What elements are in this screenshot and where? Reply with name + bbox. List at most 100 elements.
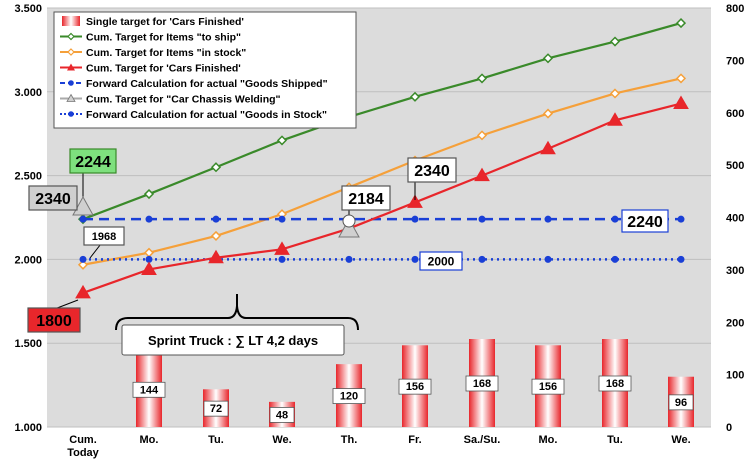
right-tick-label: 100 — [726, 370, 744, 382]
legend-marker — [66, 93, 76, 102]
bar-value-box — [598, 375, 632, 392]
bar-value-box — [332, 388, 366, 404]
x-tick-label: Mo. — [539, 434, 558, 446]
legend-label: Cum. Target for Items "in stock" — [86, 47, 246, 59]
bar-value-box — [668, 394, 694, 411]
bar-value-label: 48 — [276, 409, 288, 421]
bar-value-box — [531, 378, 565, 395]
x-tick-label: We. — [272, 434, 291, 446]
label-1968-box — [83, 226, 125, 246]
legend-label: Forward Calculation for actual "Goods Sh… — [86, 78, 328, 90]
x-tick-label: Mo. — [140, 434, 159, 446]
annotations: 2244 2340 1968 1800 2184 2340 2240 2000 Sprint T… — [27, 148, 669, 356]
point — [145, 255, 153, 263]
point — [72, 195, 94, 216]
legend-marker — [67, 32, 75, 41]
left-tick-label: 1.000 — [14, 422, 42, 434]
point — [212, 215, 220, 223]
legend-label: Single target for 'Cars Finished' — [86, 16, 244, 28]
point — [210, 230, 222, 241]
label-2000: 2000 — [428, 254, 455, 268]
highlight-circle — [342, 214, 356, 228]
label-2340-grey: 2340 — [35, 191, 71, 208]
bar-value-box — [132, 381, 166, 398]
right-tick-label: 200 — [726, 317, 744, 329]
right-tick-label: 700 — [726, 55, 744, 67]
bar-series: 144 72 48 120 156 168 156 168 96 — [132, 339, 694, 427]
point — [141, 261, 157, 275]
bar-value-label: 156 — [539, 381, 557, 393]
point — [409, 91, 421, 102]
left-tick-label: 1.500 — [14, 338, 42, 350]
label-1968: 1968 — [92, 231, 116, 243]
point — [274, 241, 290, 255]
legend-swatch — [62, 16, 80, 26]
legend: Single target for 'Cars Finished' Cum. Ta… — [53, 11, 357, 129]
point — [609, 88, 621, 99]
sprint-label: Sprint Truck : ∑ LT 4,2 days — [148, 333, 318, 348]
legend-label: Forward Calculation for actual "Goods in… — [86, 109, 327, 121]
label-2240-box — [621, 209, 669, 233]
right-tick-label: 0 — [726, 422, 732, 434]
point — [338, 217, 360, 238]
point — [607, 112, 623, 126]
point — [411, 215, 419, 223]
x-tick-label: Tu. — [607, 434, 623, 446]
label-2340-red-box — [407, 157, 457, 183]
point — [611, 255, 619, 263]
x-tick-label: Cum. — [69, 434, 97, 446]
point — [478, 255, 486, 263]
x-tick-label: Today — [67, 447, 99, 459]
x-tick-label: Tu. — [208, 434, 224, 446]
point — [677, 255, 685, 263]
point — [345, 255, 353, 263]
left-axis-ticks: 1.000 1.500 2.000 2.500 3.000 3.500 — [14, 3, 42, 434]
bar-value-box — [203, 400, 229, 417]
right-tick-label: 600 — [726, 108, 744, 120]
x-tick-label: Th. — [341, 434, 358, 446]
bar-value-box — [465, 375, 499, 392]
sprint-box — [121, 324, 345, 356]
bar-value-label: 156 — [406, 381, 424, 393]
legend-label: Cum. Target for Items "to ship" — [86, 32, 241, 44]
point — [208, 249, 224, 264]
point — [677, 215, 685, 223]
legend-marker — [68, 80, 74, 86]
left-tick-label: 2.500 — [14, 171, 42, 183]
point — [79, 255, 87, 263]
point — [407, 194, 423, 208]
label-2340-grey-box — [28, 185, 78, 211]
label-2184-box — [341, 185, 391, 211]
label-2244-box — [69, 148, 117, 174]
label-2184: 2184 — [348, 191, 384, 208]
point — [544, 215, 552, 223]
left-tick-label: 2.000 — [14, 254, 42, 266]
bar-value-label: 144 — [140, 384, 159, 396]
series-line — [82, 102, 682, 294]
point — [544, 255, 552, 263]
point — [675, 73, 687, 84]
label-1800: 1800 — [36, 313, 72, 330]
point — [478, 215, 486, 223]
label-2244: 2244 — [75, 154, 111, 171]
label-2240: 2240 — [627, 214, 663, 231]
right-tick-label: 300 — [726, 265, 744, 277]
bar-value-box — [269, 407, 295, 423]
point — [675, 18, 687, 29]
bar-value-label: 168 — [473, 378, 491, 390]
x-tick-label: Fr. — [408, 434, 421, 446]
point — [276, 135, 288, 146]
point — [278, 255, 286, 263]
legend-label: Cum. Target for "Car Chassis Welding" — [86, 94, 281, 106]
point — [476, 73, 488, 84]
point — [210, 162, 222, 173]
point — [77, 259, 89, 270]
legend-box — [53, 11, 357, 129]
point — [611, 215, 619, 223]
series-line — [82, 77, 682, 266]
label-1800-box — [27, 307, 81, 333]
point — [145, 215, 153, 223]
point — [673, 95, 689, 110]
label-2000-box — [419, 251, 463, 271]
